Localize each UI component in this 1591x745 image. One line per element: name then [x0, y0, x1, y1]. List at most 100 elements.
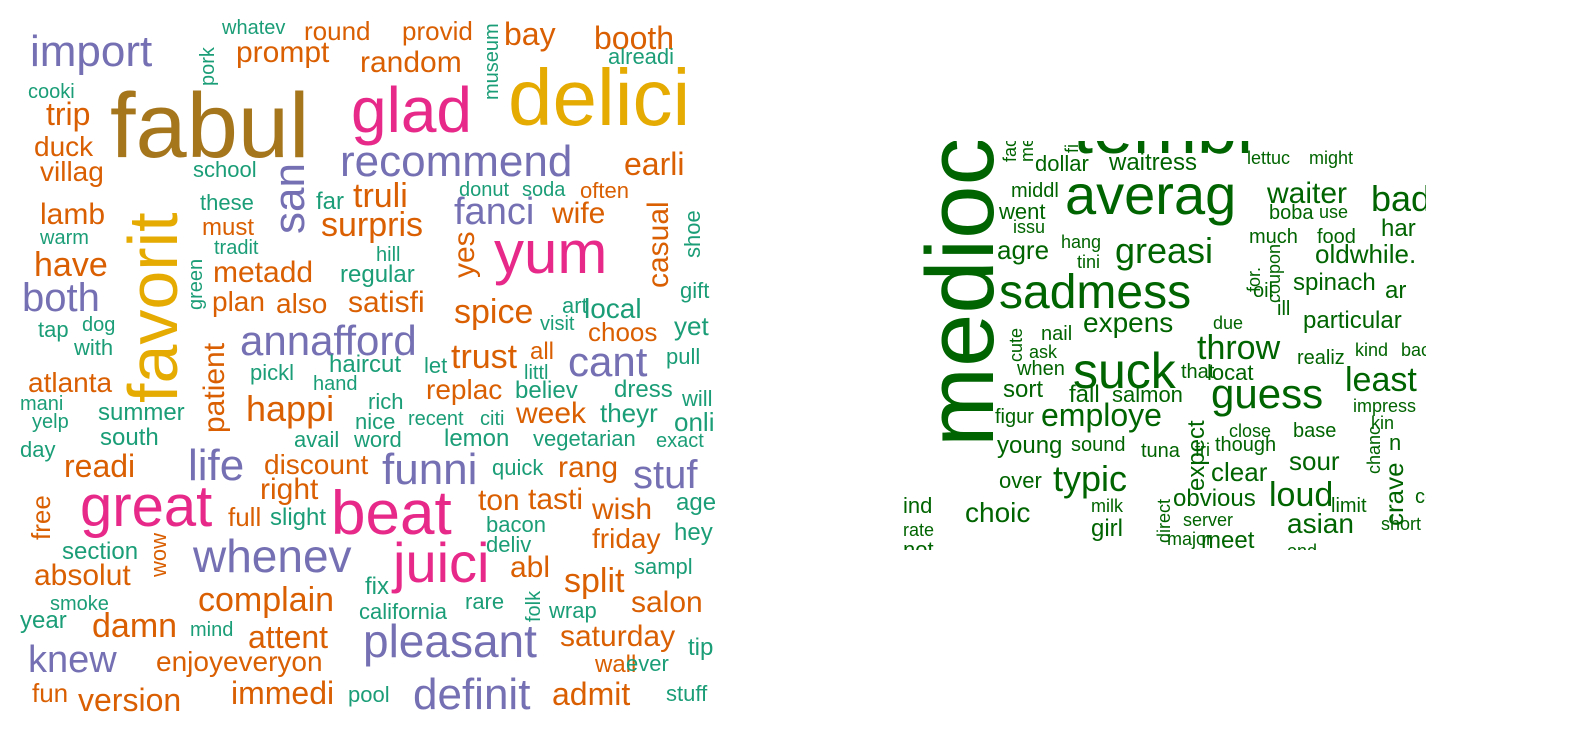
- word-right-waiter: waiter: [1267, 177, 1348, 210]
- word-left-lamb: lamb: [40, 198, 106, 231]
- word-left-tasti: tasti: [528, 483, 584, 516]
- word-left-citi: citi: [480, 408, 505, 430]
- word-left-haircut: haircut: [329, 351, 402, 378]
- word-right-kind: kind: [1355, 340, 1389, 360]
- word-right-nail: nail: [1041, 323, 1073, 345]
- word-right-over: over: [999, 468, 1042, 493]
- word-right-mea: mea: [1017, 141, 1037, 162]
- word-left-complain: complain: [198, 581, 335, 619]
- word-right-close: close: [1229, 421, 1272, 441]
- word-left-discount: discount: [264, 449, 369, 480]
- word-left-littl: littl: [524, 362, 549, 384]
- word-left-knew: knew: [28, 639, 117, 681]
- word-right-oil: oil: [1253, 280, 1274, 302]
- word-left-summer: summer: [98, 399, 185, 426]
- word-left-donut: donut: [459, 179, 510, 201]
- word-left-absolut: absolut: [34, 559, 131, 592]
- word-left-bacon: bacon: [486, 512, 546, 537]
- word-right-dollar: dollar: [1035, 151, 1089, 176]
- word-right-tuna: tuna: [1141, 440, 1180, 462]
- word-left-trust: trust: [451, 338, 518, 376]
- word-left-duck: duck: [34, 131, 94, 162]
- word-left-stuf: stuf: [633, 453, 698, 497]
- word-left-villag: villag: [40, 156, 104, 187]
- word-left-fun: fun: [32, 678, 69, 708]
- word-left-damn: damn: [92, 607, 178, 645]
- word-left-abl: abl: [510, 551, 551, 584]
- word-right-when: when: [1017, 358, 1065, 380]
- word-cloud-right: terriblmediocraveragsadmesssuckguessfacm…: [903, 141, 1426, 550]
- word-right-choic: choic: [965, 497, 1031, 528]
- word-right-employe: employe: [1041, 397, 1162, 433]
- word-left-saturday: saturday: [560, 620, 676, 653]
- word-left-both: both: [22, 276, 100, 320]
- word-right-limit: limit: [1331, 495, 1367, 517]
- word-left-whatev: whatev: [222, 17, 286, 39]
- word-left-full: full: [228, 502, 262, 532]
- word-left-soda: soda: [522, 179, 566, 201]
- word-right-server: server: [1183, 510, 1234, 530]
- word-left-yes: yes: [448, 231, 481, 278]
- word-right-use: use: [1319, 202, 1349, 222]
- word-right-base: base: [1293, 420, 1337, 442]
- word-left-recent: recent: [408, 408, 464, 430]
- word-left-regular: regular: [340, 261, 415, 288]
- word-left-satisfi: satisfi: [348, 286, 425, 319]
- word-left-great: great: [80, 474, 213, 539]
- word-right-averag: averag: [1065, 163, 1237, 226]
- word-right-that: that: [1181, 361, 1215, 383]
- word-left-art: art: [562, 293, 588, 318]
- word-left-mind: mind: [190, 619, 234, 641]
- word-right-major: major: [1167, 529, 1213, 549]
- word-right-fri: fri: [1195, 440, 1210, 460]
- word-right-throw: throw: [1197, 329, 1281, 367]
- word-left-pool: pool: [348, 682, 390, 707]
- word-right-issu: issu: [1013, 217, 1046, 237]
- word-right-tini: tini: [1077, 252, 1101, 272]
- word-left-enjoyeveryon: enjoyeveryon: [156, 646, 323, 677]
- word-left-section: section: [62, 538, 139, 565]
- word-left-pleasant: pleasant: [363, 615, 537, 667]
- word-left-fanci: fanci: [454, 191, 535, 233]
- word-left-import: import: [30, 27, 153, 76]
- word-left-museum: museum: [481, 23, 503, 100]
- word-right-sort: sort: [1003, 376, 1044, 403]
- word-right-oldwhile: oldwhile.: [1315, 239, 1417, 269]
- word-left-let: let: [424, 353, 448, 378]
- word-right-went: went: [999, 199, 1046, 224]
- word-left-local: local: [584, 293, 642, 324]
- word-right-hang: hang: [1061, 232, 1102, 252]
- word-left-year: year: [20, 607, 67, 634]
- word-right-loud: loud: [1269, 476, 1334, 514]
- word-left-rare: rare: [465, 589, 505, 614]
- word-left-theyr: theyr: [600, 398, 658, 428]
- word-right-n: n: [1389, 430, 1402, 455]
- word-left-yum: yum: [494, 219, 608, 286]
- word-right-complet: complet: [1415, 486, 1426, 508]
- word-right-ill: ill: [1277, 298, 1291, 320]
- word-right-rate: rate: [903, 520, 935, 540]
- word-left-metadd: metadd: [213, 256, 314, 289]
- word-left-truli: truli: [353, 177, 408, 215]
- word-right-cute: cute: [1006, 327, 1026, 362]
- word-left-favorit: favorit: [114, 212, 192, 403]
- word-right-expens: expens: [1083, 307, 1174, 338]
- word-right-young: young: [997, 432, 1063, 459]
- word-left-atlanta: atlanta: [28, 367, 113, 398]
- word-right-girl: girl: [1091, 515, 1124, 542]
- word-right-sound: sound: [1071, 434, 1126, 456]
- word-left-shoe: shoe: [680, 210, 705, 258]
- word-right-particular: particular: [1303, 307, 1402, 334]
- word-right-fall: fall: [1069, 381, 1100, 408]
- word-left-cant: cant: [568, 338, 648, 385]
- word-right-ask: ask: [1029, 342, 1058, 362]
- word-left-wow: wow: [146, 532, 171, 577]
- word-left-often: often: [580, 178, 629, 203]
- word-left-choos: choos: [588, 317, 658, 347]
- word-left-lemon: lemon: [444, 425, 510, 452]
- word-cloud-left: fabul delici favorit glad yum great beat juici i…: [18, 8, 720, 730]
- word-right-short: short: [1381, 514, 1422, 534]
- word-right-meet: meet: [1201, 527, 1255, 551]
- word-left-attent: attent: [248, 619, 329, 655]
- word-right-much: much: [1249, 226, 1298, 248]
